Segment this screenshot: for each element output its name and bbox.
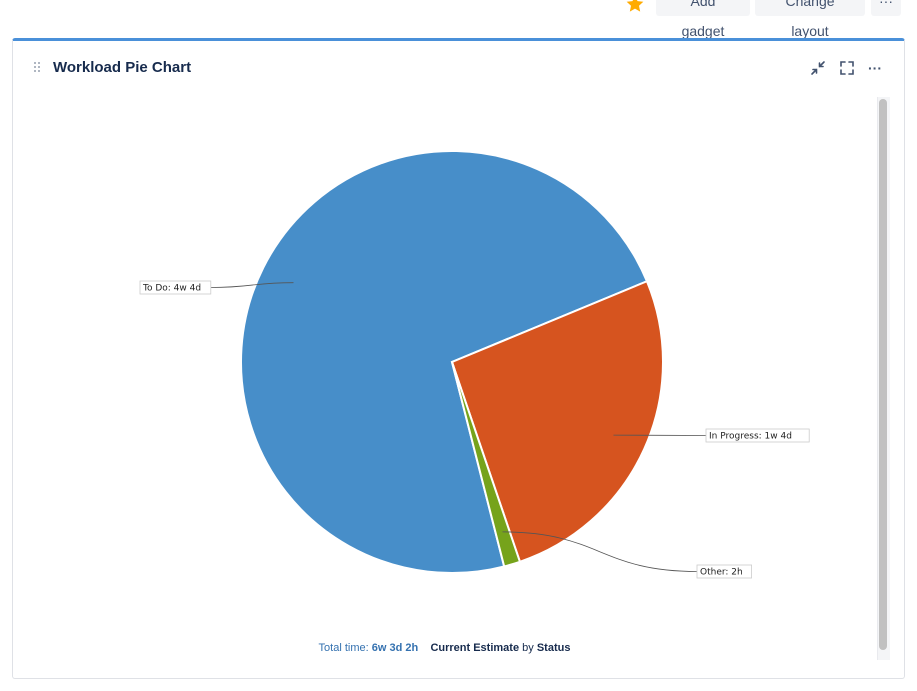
gadget-more-button[interactable]: ··· (868, 60, 882, 76)
maximize-button[interactable] (836, 57, 858, 79)
star-icon (626, 0, 644, 12)
star-button[interactable] (622, 0, 648, 16)
group-field: Status (536, 642, 571, 654)
minimize-button[interactable] (807, 57, 829, 79)
pie-label-0: To Do: 4w 4d (142, 284, 201, 294)
estimate-field: Current Estimate (430, 642, 520, 654)
pie-label-box-2 (696, 564, 752, 579)
pie-label-connector-2 (502, 531, 698, 572)
pie-label-box-1 (705, 428, 810, 443)
by-text: by (522, 642, 534, 654)
scrollbar-thumb[interactable] (879, 99, 887, 650)
pie-label-2: Other: 2h (700, 568, 743, 578)
pie-label-connector-0 (210, 282, 294, 288)
pie-label-1: In Progress: 1w 4d (709, 432, 792, 442)
pie-slice-2[interactable] (451, 361, 522, 568)
dashboard-toolbar: Add gadget Change layout ··· (0, 0, 917, 39)
change-layout-button[interactable]: Change layout (755, 0, 865, 39)
pie-slice-1[interactable] (450, 279, 664, 564)
total-time-label: Total time: (318, 642, 369, 654)
add-gadget-button[interactable]: Add gadget (656, 0, 750, 39)
total-time-value: 6w 3d 2h (371, 642, 419, 654)
pie-label-box-0 (139, 280, 212, 295)
more-actions-button[interactable]: ··· (871, 0, 901, 16)
gadget-title: Workload Pie Chart (53, 59, 192, 76)
maximize-icon (840, 61, 854, 75)
chart-footer: Total time: 6w 3d 2h Current Estimate by… (13, 642, 876, 654)
drag-handle-icon[interactable] (33, 61, 41, 75)
workload-pie-chart: To Do: 4w 4d In Progress: 1w 4d Other: 2h (139, 150, 810, 579)
pie-slice-0[interactable] (240, 150, 649, 574)
minimize-icon (811, 61, 825, 75)
workload-gadget: Workload Pie Chart ··· To Do: 4w 4d In Pr… (12, 38, 905, 679)
